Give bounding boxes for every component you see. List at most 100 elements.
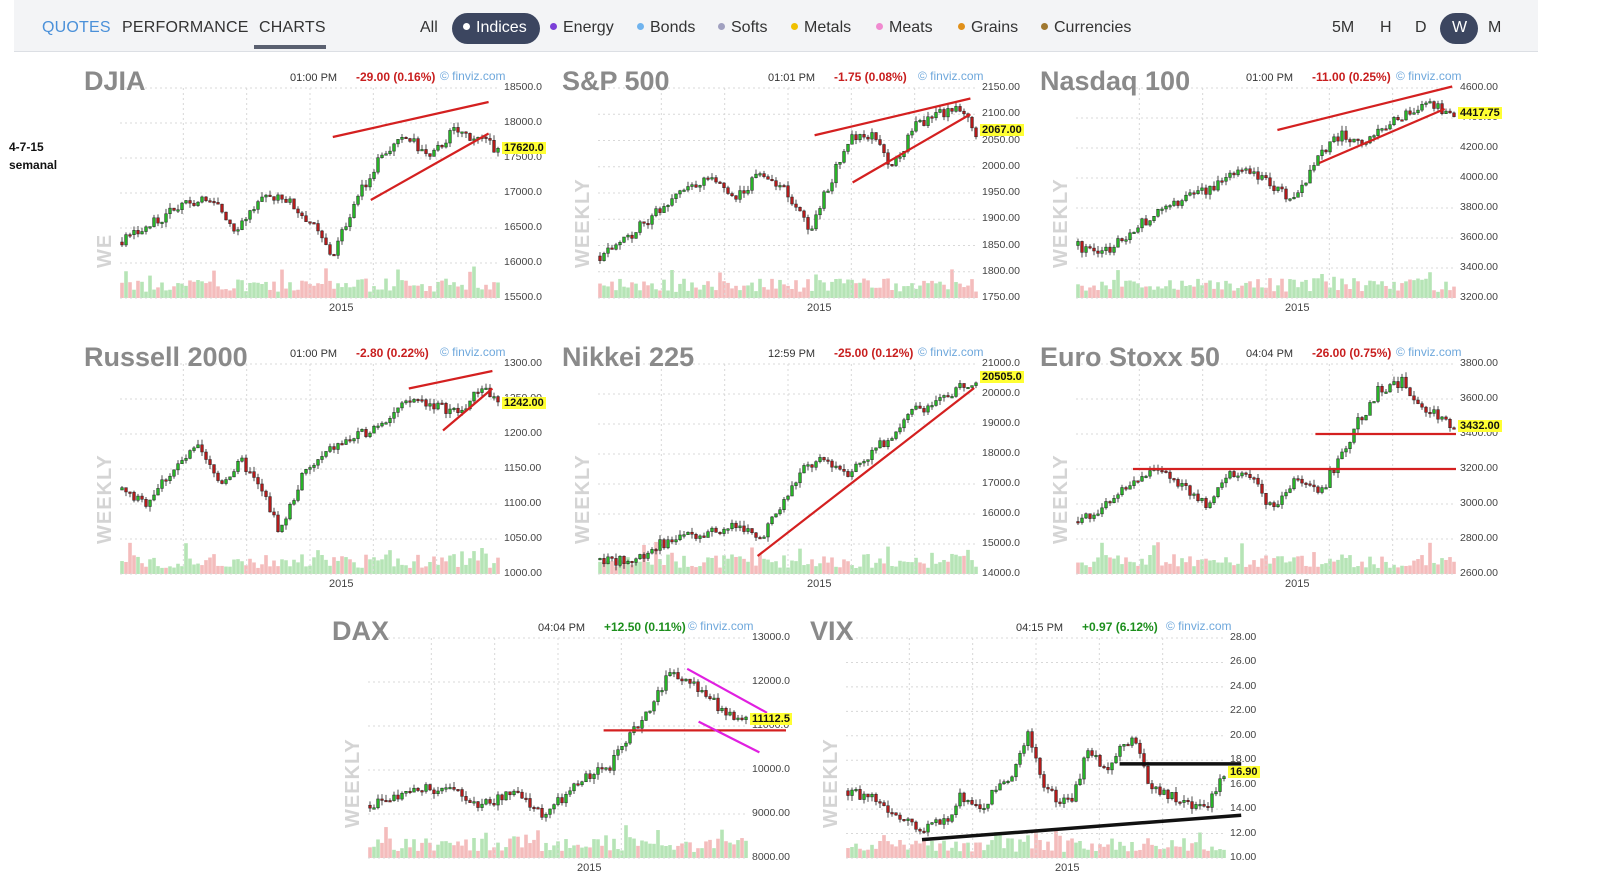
candle-body bbox=[256, 477, 260, 485]
candle-body bbox=[926, 405, 930, 413]
volume-bar bbox=[1192, 286, 1196, 298]
candle-body bbox=[1420, 104, 1424, 111]
category-indices-pill[interactable]: Indices bbox=[452, 13, 540, 44]
chart-panel-nikkei-225[interactable]: Nikkei 225 12:59 PM -25.00 (0.12%) © finviz… bbox=[560, 338, 1030, 598]
candle-body bbox=[508, 791, 512, 796]
volume-bar bbox=[1292, 279, 1296, 298]
candle-body bbox=[770, 516, 774, 524]
category-energy[interactable]: Energy bbox=[550, 19, 614, 37]
y-tick-label: 1000.00 bbox=[504, 567, 542, 579]
volume-bar bbox=[1436, 291, 1440, 298]
candle-body bbox=[1018, 753, 1022, 765]
tab-performance[interactable]: PERFORMANCE bbox=[122, 19, 249, 36]
volume-bar bbox=[372, 286, 376, 298]
candle-body bbox=[1130, 737, 1134, 746]
candle-body bbox=[886, 440, 890, 447]
candle-body bbox=[484, 136, 488, 139]
chart-panel-vix[interactable]: VIX 04:15 PM +0.97 (6.12%) © finviz.com WEEK… bbox=[808, 612, 1278, 882]
timeframe-d[interactable]: D bbox=[1415, 19, 1427, 36]
chart-panel-dax[interactable]: DAX 04:04 PM +12.50 (0.11%) © finviz.com WEE… bbox=[330, 612, 800, 882]
volume-bar bbox=[966, 842, 970, 858]
candle-body bbox=[1380, 386, 1384, 393]
chart-change: -25.00 (0.12%) bbox=[834, 346, 914, 360]
volume-bar bbox=[1106, 844, 1110, 858]
chart-time: 12:59 PM bbox=[768, 348, 816, 360]
volume-bar bbox=[942, 559, 946, 574]
chart-time: 01:01 PM bbox=[768, 72, 816, 84]
candle-body bbox=[890, 164, 894, 167]
timeframe-w-pill[interactable]: W bbox=[1440, 13, 1478, 44]
volume-bar bbox=[244, 291, 248, 298]
category-grains[interactable]: Grains bbox=[958, 19, 1018, 37]
timeframe-5m[interactable]: 5M bbox=[1332, 19, 1355, 36]
volume-bar bbox=[420, 567, 424, 574]
category-softs[interactable]: Softs bbox=[718, 19, 767, 37]
volume-bar bbox=[184, 285, 188, 298]
tab-charts[interactable]: CHARTS bbox=[259, 19, 326, 36]
candle-body bbox=[906, 818, 910, 821]
candle-body bbox=[360, 429, 364, 432]
chart-change: -11.00 (0.25%) bbox=[1312, 70, 1391, 84]
candle-body bbox=[734, 195, 738, 200]
chart-panel-djia[interactable]: DJIA 01:00 PM -29.00 (0.16%) © finviz.com WE… bbox=[82, 62, 552, 322]
volume-bar bbox=[1088, 567, 1092, 574]
candle-body bbox=[620, 745, 624, 750]
candle-body bbox=[216, 202, 220, 205]
volume-bar bbox=[1006, 838, 1010, 858]
volume-bar bbox=[412, 285, 416, 298]
volume-bar bbox=[886, 546, 890, 574]
volume-bar bbox=[1252, 560, 1256, 574]
candle-body bbox=[332, 254, 336, 257]
candle-body bbox=[742, 190, 746, 194]
volume-bar bbox=[1340, 554, 1344, 574]
timeframe-h[interactable]: H bbox=[1380, 19, 1392, 36]
candle-body bbox=[388, 418, 392, 423]
candle-body bbox=[1328, 141, 1332, 153]
volume-bar bbox=[1038, 840, 1042, 858]
category-indices[interactable]: Indices bbox=[463, 19, 527, 37]
candle-body bbox=[1194, 804, 1198, 809]
chart-panel-russell-2000[interactable]: Russell 2000 01:00 PM -2.80 (0.22%) © finvi… bbox=[82, 338, 552, 598]
candle-body bbox=[584, 773, 588, 783]
timeframe-w[interactable]: W bbox=[1452, 19, 1468, 36]
category-bonds[interactable]: Bonds bbox=[637, 19, 695, 37]
volume-bar bbox=[1180, 280, 1184, 298]
candle-body bbox=[954, 387, 958, 397]
candle-body bbox=[818, 457, 822, 462]
candle-body bbox=[666, 539, 670, 549]
volume-bar bbox=[224, 566, 228, 574]
volume-bar bbox=[910, 283, 914, 298]
candle-body bbox=[898, 814, 902, 820]
category-all[interactable]: All bbox=[420, 19, 438, 36]
candle-body bbox=[1046, 787, 1050, 790]
candle-body bbox=[1212, 496, 1216, 504]
candle-body bbox=[770, 179, 774, 182]
volume-bar bbox=[280, 559, 284, 574]
volume-bar bbox=[408, 285, 412, 298]
volume-bar bbox=[1256, 279, 1260, 298]
timeframe-m[interactable]: M bbox=[1488, 19, 1502, 36]
y-tick-label: 10000.0 bbox=[752, 763, 790, 775]
candle-body bbox=[120, 241, 124, 246]
category-meats[interactable]: Meats bbox=[876, 19, 933, 37]
chart-panel-nasdaq-100[interactable]: Nasdaq 100 01:00 PM -11.00 (0.25%) © finviz… bbox=[1038, 62, 1508, 322]
candle-body bbox=[806, 464, 810, 467]
chart-panel-euro-stoxx-50[interactable]: Euro Stoxx 50 04:04 PM -26.00 (0.75%) © fin… bbox=[1038, 338, 1508, 598]
category-metals[interactable]: Metals bbox=[791, 19, 851, 37]
volume-bar bbox=[432, 291, 436, 298]
volume-bar bbox=[926, 567, 930, 574]
chart-panel-s-p-500[interactable]: S&P 500 01:01 PM -1.75 (0.08%) © finviz.com… bbox=[560, 62, 1030, 322]
candle-body bbox=[1184, 483, 1188, 486]
volume-bar bbox=[544, 842, 548, 858]
volume-bar bbox=[248, 282, 252, 298]
volume-bar bbox=[874, 848, 878, 858]
candle-body bbox=[698, 185, 702, 188]
tab-quotes[interactable]: QUOTES bbox=[42, 19, 111, 36]
candle-body bbox=[930, 405, 934, 408]
candle-body bbox=[440, 402, 444, 405]
candle-body bbox=[970, 385, 974, 388]
candle-body bbox=[1136, 227, 1140, 233]
category-currencies[interactable]: Currencies bbox=[1041, 19, 1131, 37]
candle-body bbox=[376, 425, 380, 428]
candle-body bbox=[786, 495, 790, 500]
